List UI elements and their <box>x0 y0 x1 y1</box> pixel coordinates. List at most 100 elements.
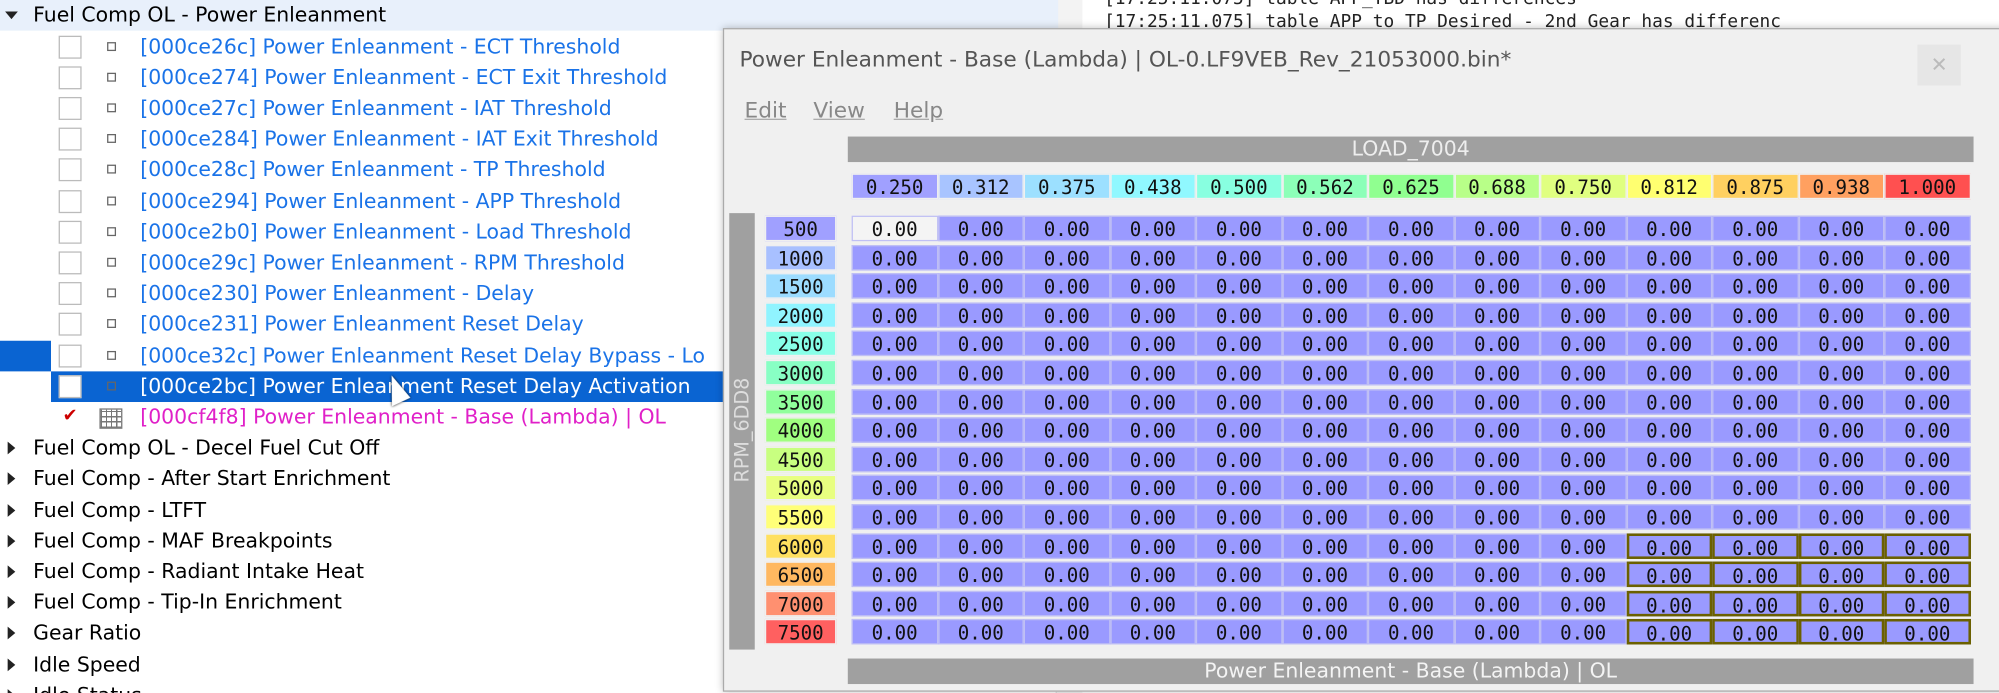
table-cell[interactable]: 0.00 <box>1195 504 1282 530</box>
table-cell[interactable]: 0.00 <box>1109 359 1196 386</box>
table-cell[interactable]: 0.00 <box>1884 388 1971 415</box>
table-cell[interactable]: 0.00 <box>1281 331 1368 357</box>
table-cell[interactable]: 0.00 <box>1454 302 1541 328</box>
table-cell[interactable]: 0.00 <box>937 590 1024 617</box>
table-cell[interactable]: 0.00 <box>1626 331 1713 357</box>
tree-group[interactable]: Fuel Comp OL - Power Enleanment <box>0 0 1058 31</box>
checkbox[interactable]: ✔ <box>58 405 82 429</box>
table-cell[interactable]: 0.00 <box>1454 619 1541 645</box>
table-cell[interactable]: 0.00 <box>1712 619 1799 646</box>
table-cell[interactable]: 0.00 <box>1884 619 1971 646</box>
table-cell[interactable]: 0.00 <box>1454 417 1541 444</box>
table-cell[interactable]: 0.00 <box>1626 590 1713 617</box>
table-cell[interactable]: 0.00 <box>1712 388 1799 415</box>
checkbox[interactable] <box>58 313 82 337</box>
table-cell[interactable]: 0.00 <box>1798 619 1885 646</box>
table-cell[interactable]: 0.00 <box>937 244 1024 271</box>
table-cell[interactable]: 0.00 <box>937 273 1024 299</box>
table-cell[interactable]: 0.00 <box>1023 475 1110 501</box>
table-cell[interactable]: 0.00 <box>1109 532 1196 559</box>
table-cell[interactable]: 0.00 <box>1109 590 1196 617</box>
table-cell[interactable]: 0.00 <box>1367 561 1455 588</box>
table-cell[interactable]: 0.00 <box>1367 590 1455 617</box>
table-cell[interactable]: 0.00 <box>937 532 1024 559</box>
table-cell[interactable]: 0.00 <box>1626 561 1713 589</box>
table-cell[interactable]: 0.00 <box>1884 331 1971 357</box>
table-cell[interactable]: 0.00 <box>1626 302 1713 328</box>
table-cell[interactable]: 0.00 <box>1626 388 1713 415</box>
table-cell[interactable]: 0.00 <box>1195 417 1282 444</box>
table-cell[interactable]: 0.00 <box>1798 244 1885 271</box>
table-cell[interactable]: 0.00 <box>851 302 938 328</box>
table-cell[interactable]: 0.00 <box>1712 215 1799 242</box>
table-cell[interactable]: 0.00 <box>1281 244 1368 271</box>
table-cell[interactable]: 0.00 <box>851 359 938 386</box>
table-cell[interactable]: 0.00 <box>1712 417 1799 444</box>
table-cell[interactable]: 0.00 <box>1454 331 1541 357</box>
table-cell[interactable]: 0.00 <box>1626 244 1713 271</box>
table-cell[interactable]: 0.00 <box>1023 561 1110 588</box>
table-cell[interactable]: 0.00 <box>1454 561 1541 588</box>
tree-item[interactable]: [000ce230] Power Enleanment - Delay <box>0 278 727 309</box>
checkbox[interactable] <box>58 96 82 120</box>
table-cell[interactable]: 0.00 <box>1109 388 1196 415</box>
table-cell[interactable]: 0.00 <box>1023 244 1110 271</box>
table-cell[interactable]: 0.00 <box>1367 359 1455 386</box>
table-cell[interactable]: 0.00 <box>1540 619 1627 645</box>
table-cell[interactable]: 0.00 <box>1367 446 1455 472</box>
table-cell[interactable]: 0.00 <box>1712 475 1799 501</box>
table-cell[interactable]: 0.00 <box>1023 504 1110 530</box>
table-cell[interactable]: 0.00 <box>1195 532 1282 559</box>
table-cell[interactable]: 0.00 <box>1540 215 1627 242</box>
table-cell[interactable]: 0.00 <box>1023 331 1110 357</box>
table-cell[interactable]: 0.00 <box>1454 244 1541 271</box>
table-cell[interactable]: 0.00 <box>851 417 938 444</box>
table-cell[interactable]: 0.00 <box>1712 561 1799 589</box>
table-cell[interactable]: 0.00 <box>851 244 938 271</box>
table-cell[interactable]: 0.00 <box>937 417 1024 444</box>
table-cell[interactable]: 0.00 <box>1540 561 1627 588</box>
table-cell[interactable]: 0.00 <box>1712 359 1799 386</box>
table-cell[interactable]: 0.00 <box>1454 388 1541 415</box>
table-cell[interactable]: 0.00 <box>1712 446 1799 472</box>
table-cell[interactable]: 0.00 <box>1367 215 1455 242</box>
checkbox[interactable] <box>58 251 82 275</box>
checkbox[interactable] <box>58 65 82 89</box>
table-cell[interactable]: 0.00 <box>1798 532 1885 560</box>
table-cell[interactable]: 0.00 <box>1367 331 1455 357</box>
table-cell[interactable]: 0.00 <box>1798 417 1885 444</box>
table-cell[interactable]: 0.00 <box>1454 273 1541 299</box>
table-cell[interactable]: 0.00 <box>1109 475 1196 501</box>
table-cell[interactable]: 0.00 <box>1195 590 1282 617</box>
table-cell[interactable]: 0.00 <box>1540 504 1627 530</box>
table-cell[interactable]: 0.00 <box>1884 302 1971 328</box>
table-cell[interactable]: 0.00 <box>1195 244 1282 271</box>
table-cell[interactable]: 0.00 <box>851 446 938 472</box>
table-cell[interactable]: 0.00 <box>1798 331 1885 357</box>
table-cell[interactable]: 0.00 <box>1712 331 1799 357</box>
table-cell[interactable]: 0.00 <box>1023 446 1110 472</box>
table-cell[interactable]: 0.00 <box>851 590 938 617</box>
table-cell[interactable]: 0.00 <box>851 532 938 559</box>
table-cell[interactable]: 0.00 <box>1195 331 1282 357</box>
table-cell[interactable]: 0.00 <box>937 446 1024 472</box>
checkbox[interactable] <box>58 189 82 213</box>
table-cell[interactable]: 0.00 <box>1884 359 1971 386</box>
table-cell[interactable]: 0.00 <box>1884 532 1971 560</box>
table-cell[interactable]: 0.00 <box>1798 446 1885 472</box>
table-cell[interactable]: 0.00 <box>1626 619 1713 646</box>
table-cell[interactable]: 0.00 <box>1367 475 1455 501</box>
table-cell[interactable]: 0.00 <box>937 388 1024 415</box>
table-cell[interactable]: 0.00 <box>937 331 1024 357</box>
table-cell[interactable]: 0.00 <box>937 302 1024 328</box>
table-cell[interactable]: 0.00 <box>1195 446 1282 472</box>
table-cell[interactable]: 0.00 <box>851 273 938 299</box>
checkbox[interactable] <box>58 374 82 398</box>
table-cell[interactable]: 0.00 <box>1367 532 1455 559</box>
table-cell[interactable]: 0.00 <box>1884 215 1971 242</box>
table-cell[interactable]: 0.00 <box>1109 504 1196 530</box>
table-cell[interactable]: 0.00 <box>1540 417 1627 444</box>
table-cell[interactable]: 0.00 <box>1367 504 1455 530</box>
checkbox[interactable] <box>58 343 82 367</box>
table-cell[interactable]: 0.00 <box>1281 388 1368 415</box>
